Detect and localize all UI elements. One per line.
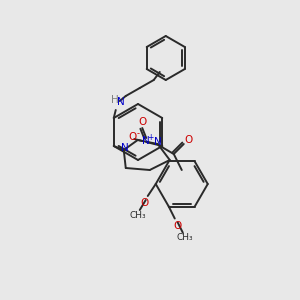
Text: N: N [142, 136, 150, 146]
Text: N: N [117, 97, 124, 107]
Text: O: O [128, 132, 136, 142]
Text: +: + [148, 134, 154, 142]
Text: N: N [121, 143, 129, 153]
Text: CH₃: CH₃ [176, 233, 193, 242]
Text: -: - [137, 130, 140, 139]
Text: CH₃: CH₃ [129, 211, 146, 220]
Text: O: O [174, 220, 182, 230]
Text: O: O [138, 117, 146, 127]
Text: O: O [141, 198, 149, 208]
Text: N: N [154, 137, 162, 147]
Text: O: O [184, 135, 193, 145]
Text: H: H [111, 95, 118, 105]
